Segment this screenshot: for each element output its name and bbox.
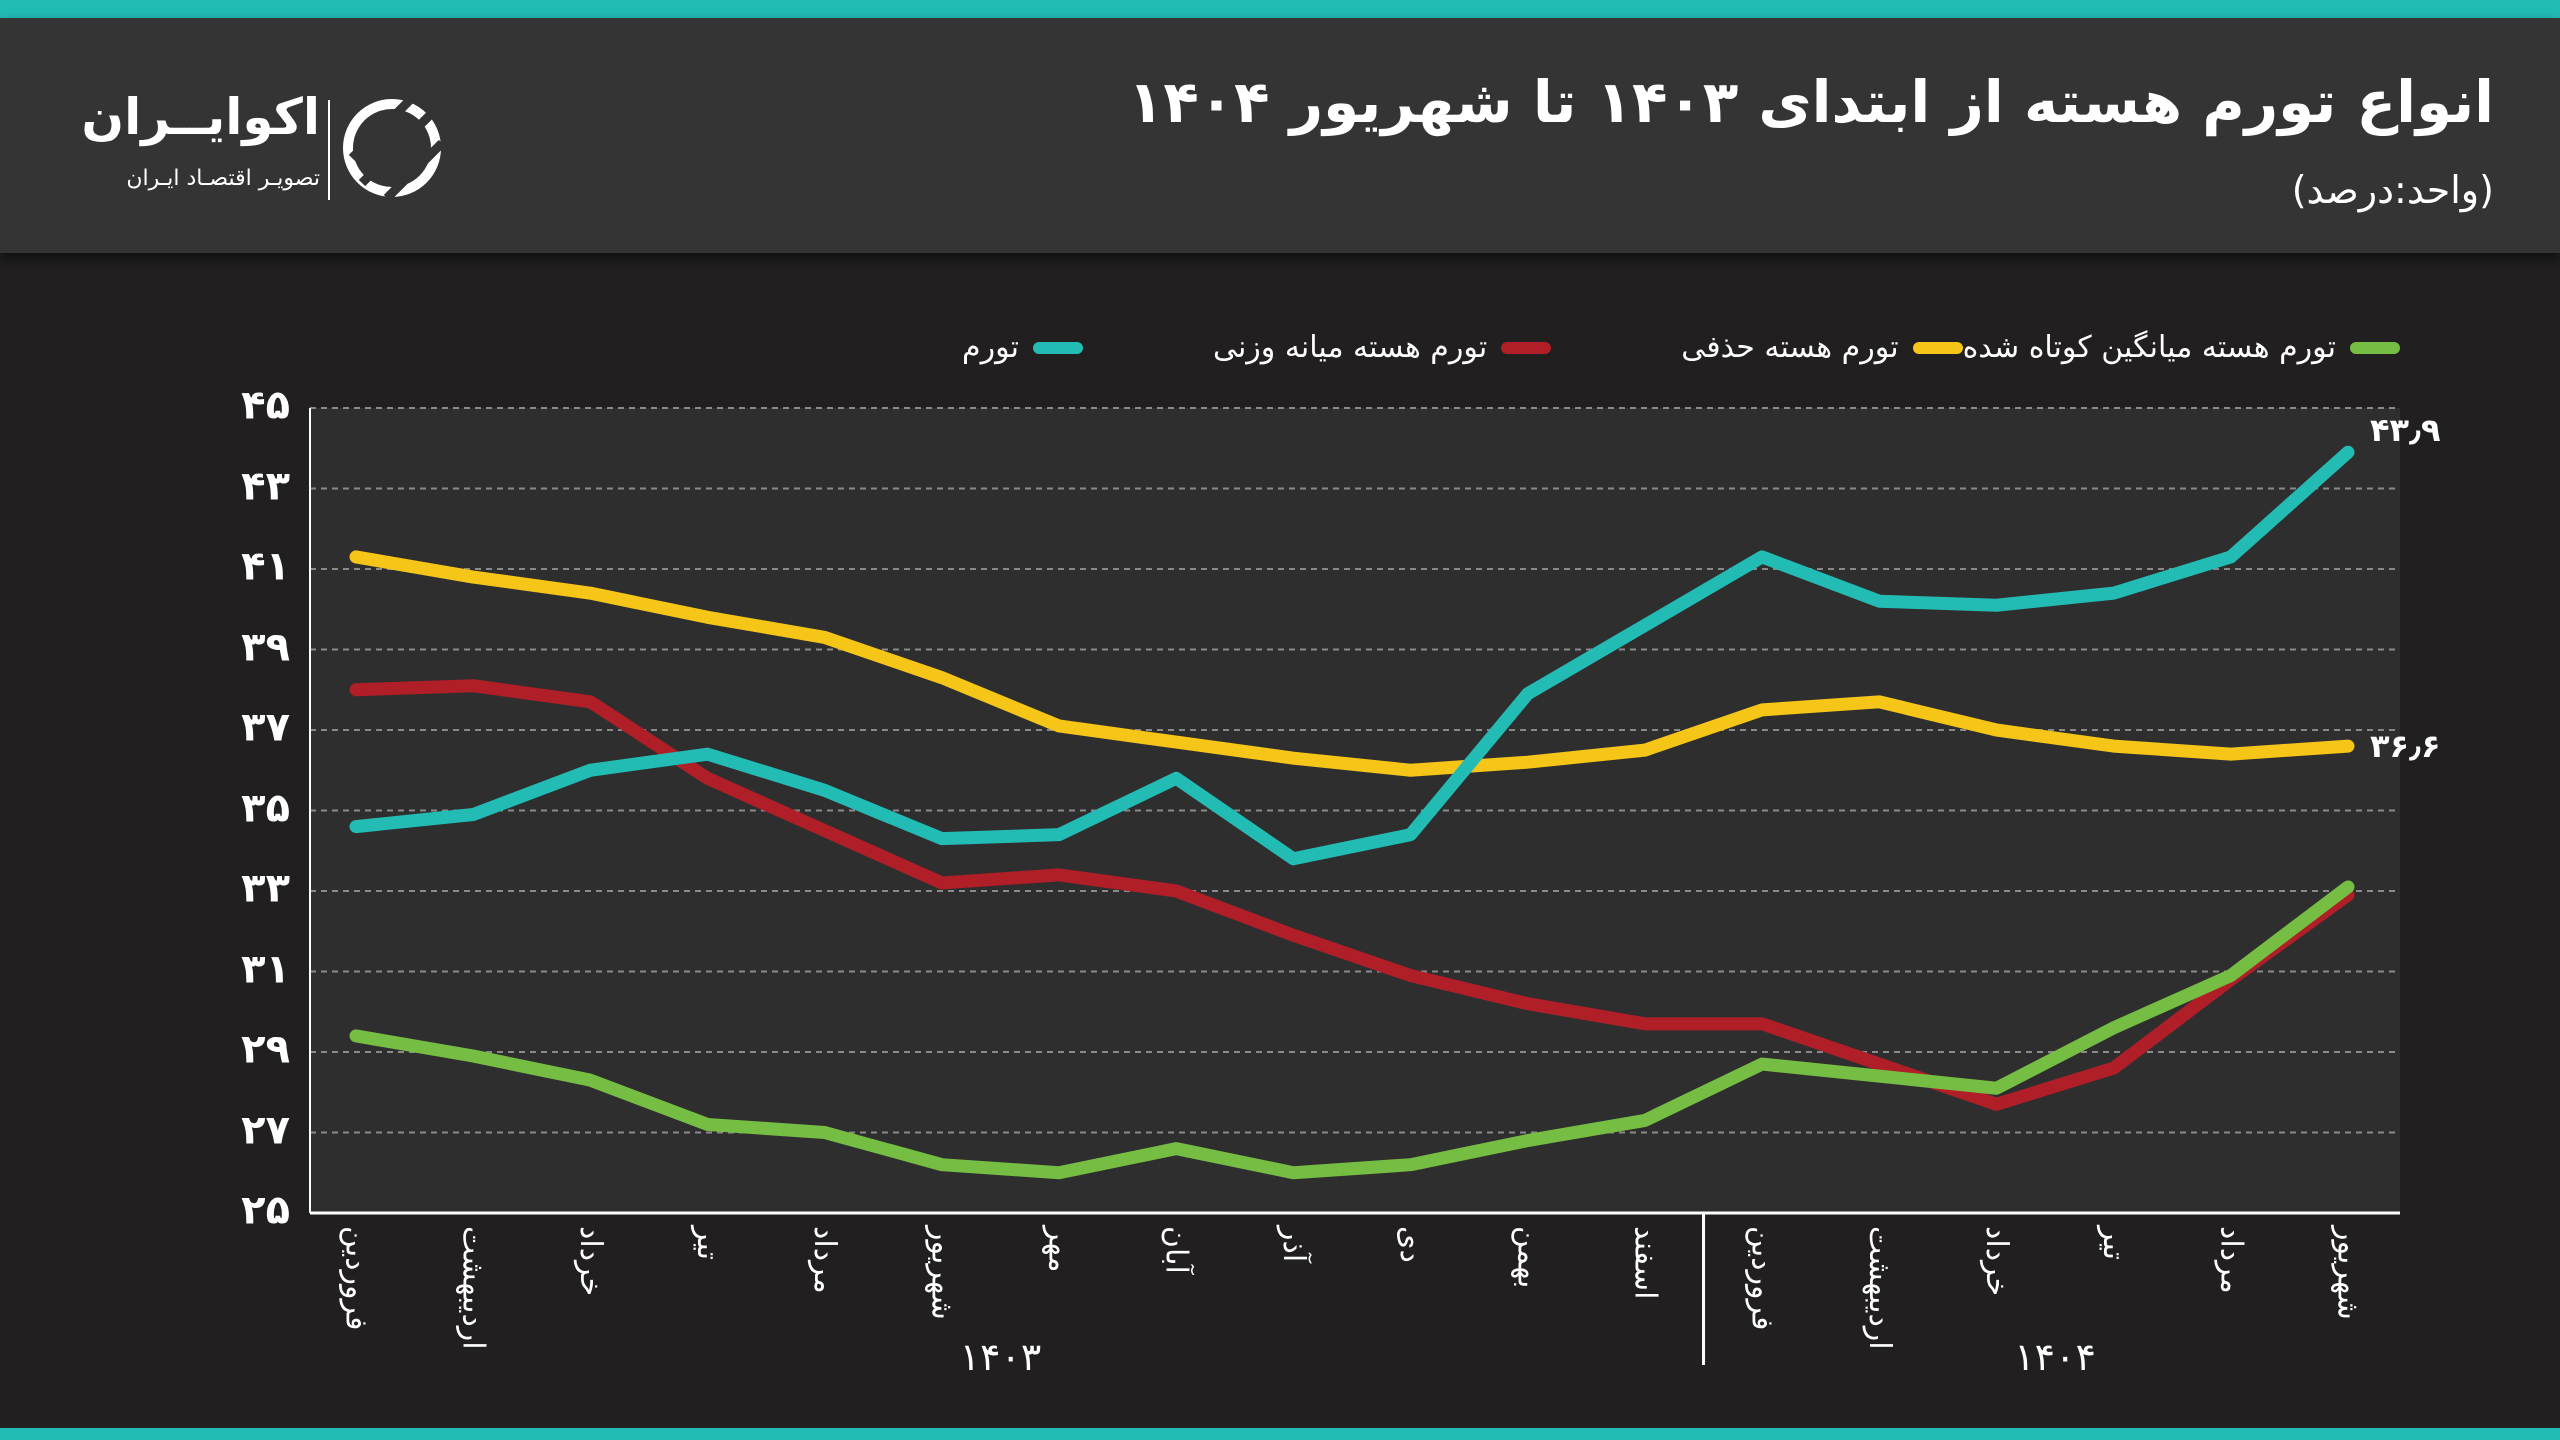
x-tick-label: مرداد: [2213, 1226, 2249, 1294]
y-tick-label: ۳۹: [241, 624, 290, 671]
legend-swatch-icon: [1501, 341, 1552, 354]
y-tick-label: ۳۵: [241, 785, 290, 832]
top-accent-bar: [0, 0, 2560, 18]
legend: تورم تورم هسته میانه وزنی تورم هسته حذفی تو…: [832, 330, 2400, 365]
legend-label: تورم هسته میانه وزنی: [1212, 330, 1488, 365]
x-tick-label: خرداد: [572, 1226, 608, 1297]
unit-label: (واحد:درصد): [2291, 168, 2494, 212]
y-tick-label: ۳۱: [241, 946, 290, 993]
header: انواع تورم هسته از ابتدای ۱۴۰۳ تا شهریور…: [0, 18, 2560, 253]
end-value-label: ۳۶٫۶: [2370, 727, 2441, 766]
x-tick-label: اردیبهشت: [455, 1226, 491, 1350]
x-tick-label: مرداد: [807, 1226, 843, 1294]
x-tick-label: فروردین: [1744, 1226, 1780, 1331]
x-tick-label: تیر: [690, 1226, 726, 1260]
x-tick-label: دی: [1393, 1226, 1429, 1263]
x-tick-label: آذر: [1275, 1226, 1311, 1263]
year-label: ۱۴۰۳: [959, 1335, 1042, 1379]
y-tick-label: ۲۷: [241, 1107, 290, 1154]
x-tick-label: شهریور: [924, 1226, 960, 1320]
end-value-label: ۴۳٫۹: [2370, 411, 2441, 450]
legend-item: تورم هسته میانگین کوتاه شده: [1963, 330, 2400, 365]
y-tick-label: ۴۳: [241, 463, 290, 510]
legend-swatch-icon: [2350, 341, 2400, 354]
series-line: [349, 550, 2355, 777]
logo: اکوایــران تصویـر اقتصـاد ایـران: [81, 88, 460, 208]
x-tick-label: اسفند: [1627, 1226, 1663, 1300]
logo-tagline: تصویـر اقتصـاد ایـران: [126, 166, 320, 191]
series-line: [349, 445, 2355, 866]
legend-label: تورم: [962, 330, 1019, 365]
y-tick-label: ۲۵: [241, 1187, 290, 1234]
page-title: انواع تورم هسته از ابتدای ۱۴۰۳ تا شهریور…: [1127, 68, 2494, 136]
logo-divider: [328, 100, 330, 200]
logo-name: اکوایــران: [81, 88, 320, 146]
legend-item: تورم هسته حذفی: [1681, 330, 1963, 365]
y-tick-label: ۲۹: [241, 1026, 290, 1073]
series-line: [349, 880, 2355, 1180]
legend-swatch-icon: [1912, 341, 1963, 354]
x-tick-label: بهمن: [1510, 1226, 1546, 1289]
x-tick-label: آبان: [1158, 1226, 1194, 1274]
x-tick-label: اردیبهشت: [1861, 1226, 1897, 1350]
y-tick-label: ۴۵: [241, 382, 290, 429]
logo-mark-icon: [343, 98, 442, 198]
legend-label: تورم هسته حذفی: [1681, 330, 1899, 365]
year-label: ۱۴۰۴: [2014, 1335, 2096, 1379]
x-tick-label: مهر: [1041, 1226, 1077, 1273]
x-tick-label: خرداد: [1978, 1226, 2014, 1297]
y-tick-label: ۳۳: [241, 865, 290, 912]
legend-item: تورم هسته میانه وزنی: [1212, 330, 1552, 365]
legend-label: تورم هسته میانگین کوتاه شده: [1962, 330, 2336, 365]
bottom-accent-bar: [0, 1428, 2560, 1440]
y-tick-label: ۳۷: [241, 704, 290, 751]
y-tick-label: ۴۱: [241, 543, 290, 590]
x-tick-label: شهریور: [2330, 1226, 2366, 1320]
legend-swatch-icon: [1032, 341, 1083, 354]
series-line: [349, 679, 2355, 1111]
x-tick-label: فروردین: [338, 1226, 374, 1331]
x-tick-label: تیر: [2096, 1226, 2132, 1260]
legend-item: تورم: [962, 330, 1083, 365]
